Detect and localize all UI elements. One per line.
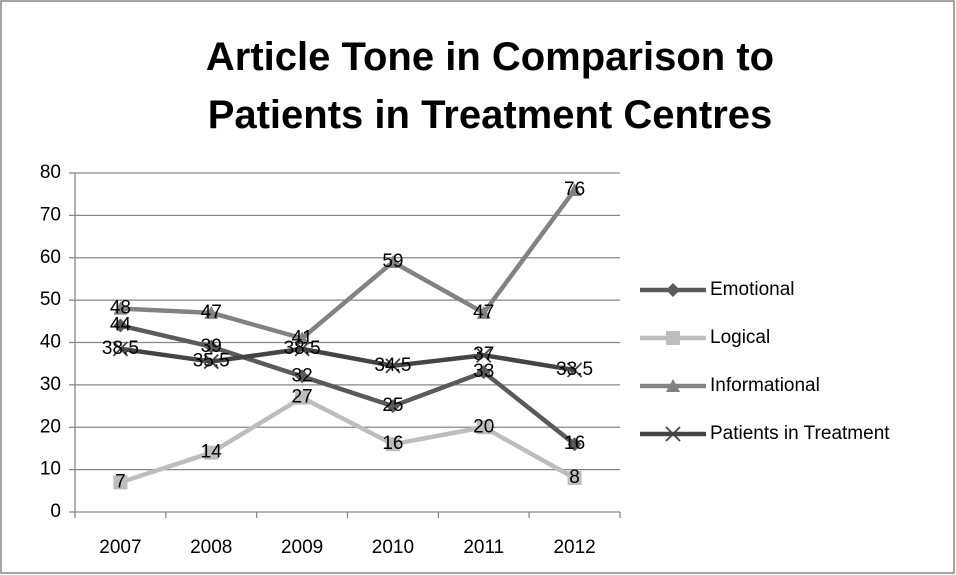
- marker: [566, 362, 583, 378]
- data-label: 16: [564, 433, 585, 454]
- y-tick-label: 20: [40, 416, 61, 437]
- marker: [204, 445, 219, 460]
- marker: [476, 365, 491, 380]
- marker: [204, 305, 219, 319]
- legend-label: Patients in Treatment: [710, 423, 890, 444]
- marker: [567, 437, 582, 452]
- data-label: 39: [201, 336, 222, 357]
- y-tick-label: 70: [40, 204, 61, 225]
- series-line: [120, 188, 577, 341]
- data-label: 44: [110, 315, 132, 336]
- y-tick-label: 50: [40, 289, 61, 310]
- data-label: 34.5: [374, 355, 411, 376]
- marker: [385, 437, 400, 452]
- marker: [665, 426, 681, 442]
- y-tick-label: 40: [40, 332, 61, 353]
- legend-label: Informational: [710, 375, 820, 396]
- data-label: 14: [201, 442, 223, 463]
- chart-title: Article Tone in Comparison to Patients i…: [205, 35, 775, 137]
- marker: [112, 341, 129, 357]
- marker: [476, 347, 492, 363]
- series-line: [119, 323, 576, 446]
- data-label: 35.5: [193, 351, 230, 372]
- x-tick-label: 2010: [372, 537, 414, 558]
- series-line: [119, 395, 576, 485]
- marker: [385, 254, 400, 268]
- x-tick-label: 2009: [281, 537, 323, 558]
- data-label: 25: [382, 395, 403, 416]
- marker: [567, 471, 582, 486]
- marker: [295, 390, 310, 405]
- marker: [666, 283, 680, 297]
- x-tick-label: 2012: [553, 537, 595, 558]
- y-tick-label: 80: [40, 162, 61, 183]
- data-label: 27: [292, 387, 313, 408]
- data-label: 33: [473, 361, 494, 382]
- data-label: 48: [110, 298, 131, 319]
- marker: [666, 379, 680, 392]
- data-label: 47: [473, 302, 494, 323]
- legend-label: Emotional: [710, 279, 795, 300]
- data-label: 8: [569, 467, 580, 488]
- marker: [295, 369, 310, 384]
- y-tick-label: 30: [40, 374, 61, 395]
- y-tick-label: 10: [40, 459, 61, 480]
- x-tick-label: 2007: [99, 537, 141, 558]
- marker: [113, 475, 128, 490]
- marker: [666, 331, 680, 345]
- marker: [476, 305, 491, 319]
- marker: [113, 301, 128, 315]
- data-label: 38.5: [102, 338, 139, 359]
- marker: [385, 399, 400, 414]
- marker: [294, 341, 310, 357]
- data-label: 59: [382, 251, 403, 272]
- data-label: 76: [564, 179, 585, 200]
- marker: [295, 331, 310, 345]
- marker: [113, 318, 128, 333]
- marker: [385, 358, 401, 374]
- data-label: 37: [473, 344, 494, 365]
- marker: [203, 353, 219, 370]
- y-tick-label: 60: [40, 247, 61, 268]
- marker: [476, 420, 491, 435]
- data-label: 38.5: [284, 338, 321, 359]
- x-tick-label: 2008: [190, 537, 232, 558]
- data-label: 7: [115, 471, 126, 492]
- data-label: 47: [201, 302, 222, 323]
- data-label: 32: [292, 365, 313, 386]
- legend-label: Logical: [710, 327, 770, 348]
- series-line: [120, 346, 575, 373]
- data-label: 16: [382, 433, 403, 454]
- marker: [204, 339, 219, 354]
- marker: [567, 182, 582, 196]
- y-tick-label: 0: [50, 501, 61, 522]
- data-label: 20: [473, 416, 494, 437]
- x-tick-label: 2011: [463, 537, 504, 558]
- data-label: 33.5: [556, 359, 593, 380]
